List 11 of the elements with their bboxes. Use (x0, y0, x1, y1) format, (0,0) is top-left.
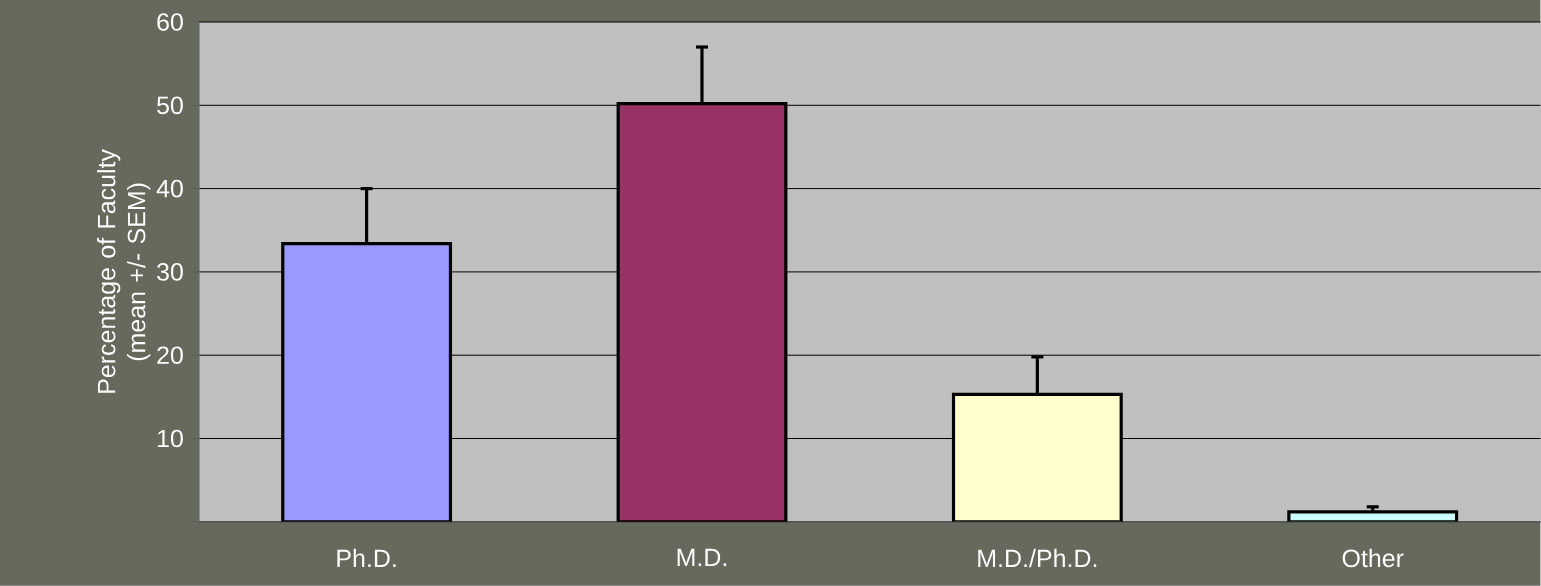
x-tick-label: M.D. (677, 548, 727, 567)
y-tick-label: 60 (157, 13, 183, 31)
x-tick-label: Ph.D. (337, 548, 396, 568)
y-tick-label: 10 (157, 429, 183, 448)
y-tick-label: 30 (157, 263, 183, 281)
y-tick-label: 50 (157, 96, 183, 115)
y-tick-label: 20 (157, 346, 183, 365)
y-axis-title: Percentage of Faculty (mean +/- SEM) (97, 149, 151, 393)
y-tick-label: 40 (156, 179, 183, 198)
x-tick-label: Other (1342, 548, 1404, 568)
x-tick-label: M.D./Ph.D. (978, 548, 1097, 568)
